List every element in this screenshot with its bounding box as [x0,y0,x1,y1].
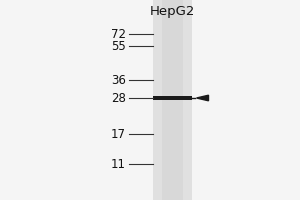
Polygon shape [196,95,208,101]
Text: HepG2: HepG2 [150,5,195,19]
Bar [153,96,192,100]
Text: 17: 17 [111,128,126,140]
Text: 72: 72 [111,27,126,40]
Bar [162,0,183,200]
Text: 55: 55 [111,40,126,52]
Text: 11: 11 [111,158,126,170]
Text: 28: 28 [111,92,126,104]
Text: 36: 36 [111,73,126,86]
Bar [153,0,192,200]
